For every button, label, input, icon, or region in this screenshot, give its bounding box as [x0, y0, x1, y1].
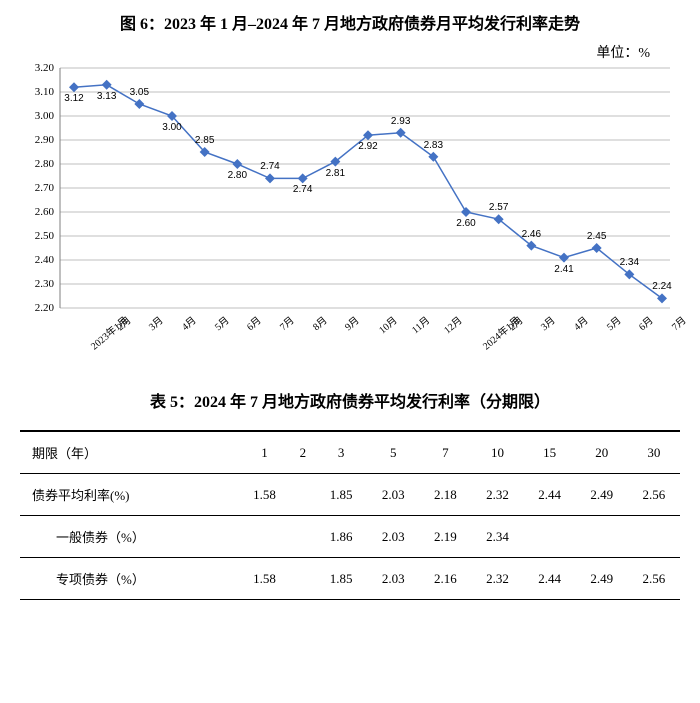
table-column-header: 7 [419, 431, 471, 474]
y-tick-label: 2.50 [35, 230, 54, 242]
y-tick-label: 2.80 [35, 158, 54, 170]
table-cell: 2.32 [471, 558, 523, 600]
table-header-label: 期限（年） [20, 431, 238, 474]
y-tick-label: 2.30 [35, 278, 54, 290]
row-label: 专项债券（%） [20, 558, 238, 600]
data-label: 3.12 [64, 93, 83, 104]
x-tick-label: 7月 [276, 312, 297, 333]
table-column-header: 15 [524, 431, 576, 474]
x-tick-label: 9月 [341, 312, 362, 333]
data-label: 3.00 [162, 122, 181, 133]
data-label: 2.74 [293, 184, 312, 195]
line-chart: 2.20 2.30 2.40 2.50 2.60 2.70 2.80 2.90 3.00 3.10… [20, 68, 680, 358]
table-cell [291, 558, 316, 600]
table-cell: 2.19 [419, 516, 471, 558]
x-tick-label: 6月 [243, 312, 264, 333]
table-cell: 2.32 [471, 474, 523, 516]
data-label: 2.85 [195, 135, 214, 146]
table-cell: 2.03 [367, 516, 419, 558]
table-column-header: 30 [628, 431, 680, 474]
x-axis: 2023年1月2月3月4月5月6月7月8月9月10月11月12月2024年1月2… [60, 312, 670, 358]
y-tick-label: 2.70 [35, 182, 54, 194]
table-cell: 2.34 [471, 516, 523, 558]
data-label: 2.57 [489, 202, 508, 213]
y-tick-label: 2.40 [35, 254, 54, 266]
table-cell [628, 516, 680, 558]
table-cell: 1.58 [238, 558, 290, 600]
table-cell: 2.16 [419, 558, 471, 600]
table-column-header: 5 [367, 431, 419, 474]
table-cell: 2.49 [576, 558, 628, 600]
x-tick-label: 7月 [668, 312, 689, 333]
table-row: 专项债券（%）1.58 1.852.032.162.322.442.492.56 [20, 558, 680, 600]
data-label: 2.80 [228, 170, 247, 181]
y-tick-label: 3.20 [35, 62, 54, 74]
x-tick-label: 3月 [537, 312, 558, 333]
chart-svg [60, 68, 670, 308]
x-tick-label: 10月 [375, 312, 400, 336]
table-header-row: 期限（年）1235710152030 [20, 431, 680, 474]
data-label: 2.34 [620, 257, 639, 268]
table-cell [524, 516, 576, 558]
rate-table: 期限（年）1235710152030 债券平均利率(%)1.58 1.852.03… [20, 430, 680, 600]
x-tick-label: 4月 [178, 312, 199, 333]
table-cell: 2.56 [628, 558, 680, 600]
data-label: 2.81 [326, 168, 345, 179]
table-cell: 2.44 [524, 474, 576, 516]
row-label: 一般债券（%） [20, 516, 238, 558]
x-tick-label: 11月 [407, 312, 432, 336]
table-cell: 1.86 [315, 516, 367, 558]
data-label: 2.24 [652, 281, 671, 292]
y-tick-label: 2.90 [35, 134, 54, 146]
x-tick-label: 3月 [145, 312, 166, 333]
table-cell: 1.85 [315, 558, 367, 600]
table-body: 债券平均利率(%)1.58 1.852.032.182.322.442.492.5… [20, 474, 680, 600]
table-column-header: 10 [471, 431, 523, 474]
x-tick-label: 6月 [635, 312, 656, 333]
data-label: 3.13 [97, 91, 116, 102]
row-label: 债券平均利率(%) [20, 474, 238, 516]
table-cell: 2.18 [419, 474, 471, 516]
table-cell [291, 516, 316, 558]
chart-unit-label: 单位：% [20, 42, 680, 62]
x-tick-label: 4月 [570, 312, 591, 333]
x-tick-label: 5月 [602, 312, 623, 333]
y-tick-label: 2.20 [35, 302, 54, 314]
x-tick-label: 5月 [210, 312, 231, 333]
x-tick-label: 12月 [440, 312, 465, 336]
table-cell: 2.56 [628, 474, 680, 516]
data-label: 2.74 [260, 161, 279, 172]
data-label: 2.92 [358, 141, 377, 152]
data-label: 2.41 [554, 264, 573, 275]
table-cell [238, 516, 290, 558]
data-label: 3.05 [130, 87, 149, 98]
plot-region: 3.12 3.13 3.05 3.00 2.85 2.80 2.74 2.74 2.81 2.92… [60, 68, 670, 308]
table-cell: 2.49 [576, 474, 628, 516]
table-column-header: 3 [315, 431, 367, 474]
table-cell: 2.03 [367, 474, 419, 516]
table-cell: 1.85 [315, 474, 367, 516]
table-column-header: 2 [291, 431, 316, 474]
table-row: 一般债券（%） 1.862.032.192.34 [20, 516, 680, 558]
table-cell: 2.44 [524, 558, 576, 600]
x-tick-label: 8月 [308, 312, 329, 333]
y-axis: 2.202.302.402.502.602.702.802.903.003.10… [20, 68, 58, 308]
table-cell [576, 516, 628, 558]
table-column-header: 20 [576, 431, 628, 474]
y-tick-label: 2.60 [35, 206, 54, 218]
table-cell: 1.58 [238, 474, 290, 516]
table-title: 表 5：2024 年 7 月地方政府债券平均发行利率（分期限） [20, 388, 680, 412]
data-label: 2.46 [522, 229, 541, 240]
table-cell [291, 474, 316, 516]
table-cell: 2.03 [367, 558, 419, 600]
chart-title: 图 6：2023 年 1 月–2024 年 7 月地方政府债券月平均发行利率走势 [20, 10, 680, 34]
y-tick-label: 3.10 [35, 86, 54, 98]
table-row: 债券平均利率(%)1.58 1.852.032.182.322.442.492.5… [20, 474, 680, 516]
y-tick-label: 3.00 [35, 110, 54, 122]
data-label: 2.45 [587, 231, 606, 242]
table-column-header: 1 [238, 431, 290, 474]
data-label: 2.60 [456, 218, 475, 229]
data-label: 2.83 [424, 140, 443, 151]
data-label: 2.93 [391, 116, 410, 127]
